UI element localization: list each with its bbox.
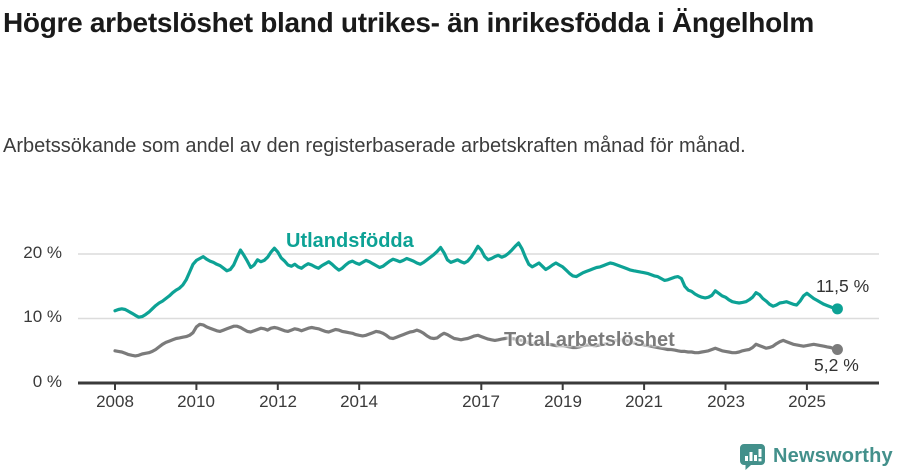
newsworthy-logo: Newsworthy [739, 443, 893, 470]
newsworthy-logo-icon [740, 444, 765, 470]
series-label-total-arbetsloshet: Total arbetslöshet [504, 329, 675, 351]
x-tick-label-2021: 2021 [625, 392, 663, 411]
series-line-1 [113, 322, 840, 358]
x-tick-label-2019: 2019 [544, 392, 582, 411]
x-tick-label-2025: 2025 [788, 392, 826, 411]
x-tick-label-2008: 2008 [96, 392, 134, 411]
chart-subtitle: Arbetssökande som andel av den registerb… [3, 135, 746, 157]
series-line-0 [113, 241, 840, 319]
chart-title: Högre arbetslöshet bland utrikes- än inr… [3, 7, 814, 38]
end-value-label-utlandsfodda: 11,5 % [816, 276, 870, 296]
series-end-dot-1 [831, 343, 843, 355]
x-tick-label-2017: 2017 [462, 392, 500, 411]
y-tick-label-0: 0 % [32, 372, 62, 391]
newsworthy-logo-text: Newsworthy [773, 445, 893, 467]
y-tick-label-10: 10 % [23, 307, 62, 326]
series-label-utlandsfodda: Utlandsfödda [286, 230, 414, 252]
x-tick-label-2014: 2014 [340, 392, 378, 411]
series-end-dot-0 [831, 303, 843, 315]
x-tick-label-2012: 2012 [259, 392, 297, 411]
y-tick-label-20: 20 % [23, 243, 62, 262]
x-tick-label-2010: 2010 [177, 392, 215, 411]
x-tick-label-2023: 2023 [707, 392, 745, 411]
end-value-label-total-arbetsloshet: 5,2 % [814, 355, 859, 375]
